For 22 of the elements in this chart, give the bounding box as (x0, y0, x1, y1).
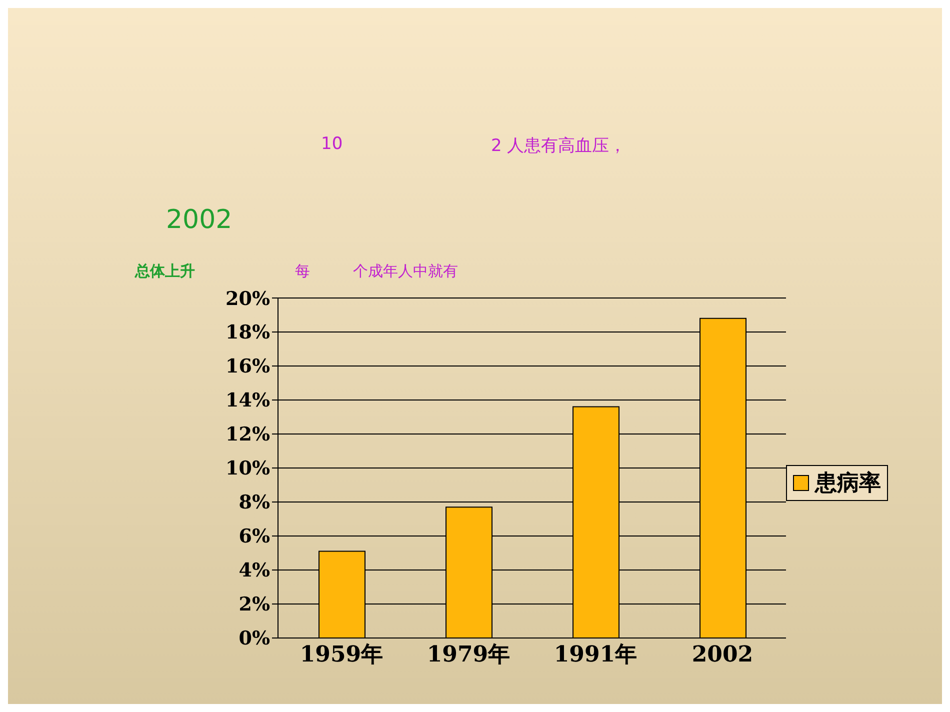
text: 2 人患有高血压， (491, 135, 626, 157)
y-tick-label: 0% (238, 628, 270, 650)
y-tick-label: 10% (226, 458, 270, 480)
y-tick-label: 20% (226, 288, 270, 310)
legend-label: 患病率 (815, 470, 881, 498)
y-tick-label: 12% (226, 424, 270, 446)
text: 个成年人中就有 (353, 262, 458, 281)
x-tick-label: 2002 (692, 642, 754, 668)
x-tick-label: 1959年 (300, 642, 384, 668)
text: 每 (295, 262, 310, 281)
text: 10 (321, 134, 343, 154)
text: 2002 (166, 205, 232, 235)
y-tick-label: 6% (238, 526, 270, 548)
x-tick-label: 1991年 (554, 642, 638, 668)
text: 总体上升 (135, 262, 195, 281)
y-tick-label: 14% (226, 390, 270, 412)
y-tick-label: 4% (238, 560, 270, 582)
y-tick-label: 2% (238, 594, 270, 616)
x-tick-label: 1979年 (426, 642, 510, 668)
y-tick-label: 18% (226, 322, 270, 344)
y-tick-label: 8% (238, 492, 270, 514)
y-tick-label: 16% (226, 356, 270, 378)
